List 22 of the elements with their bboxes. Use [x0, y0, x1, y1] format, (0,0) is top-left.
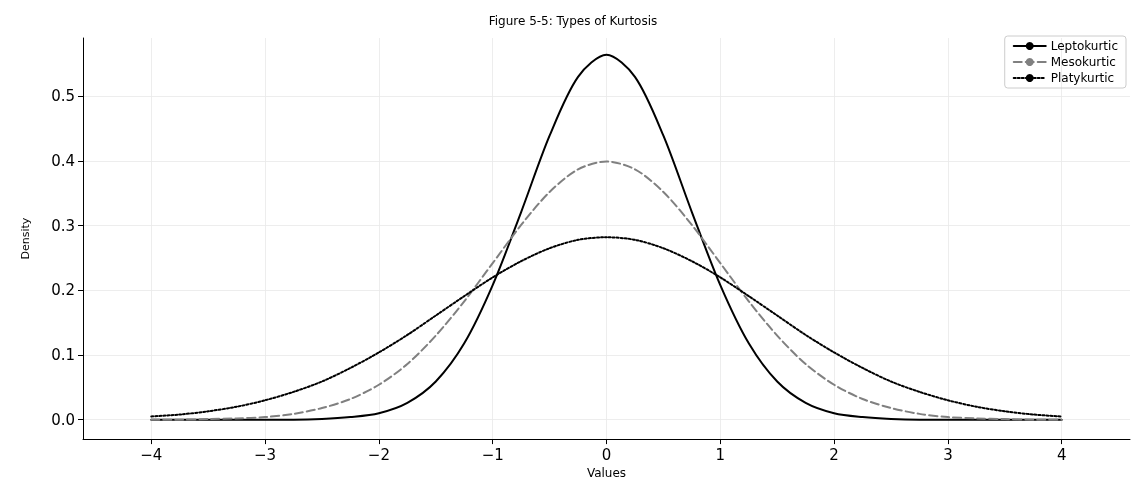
chart-title: Figure 5-5: Types of Kurtosis — [488, 14, 658, 28]
x-tick-label: 2 — [829, 445, 839, 464]
legend-label: Platykurtic — [1050, 71, 1115, 85]
legend-label: Mesokurtic — [1050, 55, 1116, 69]
x-tick-label: 0 — [601, 445, 612, 464]
x-tick-label: 4 — [1056, 445, 1067, 464]
x-tick-label: 1 — [715, 445, 726, 464]
y-tick-label: 0.5 — [51, 87, 75, 106]
x-tick-label: −1 — [481, 445, 504, 464]
x-tick-label: −2 — [367, 445, 390, 464]
y-tick-label: 0.2 — [51, 281, 75, 300]
y-tick-label: 0.3 — [51, 216, 75, 235]
x-tick-label: −3 — [254, 445, 277, 464]
y-tick-label: 0.4 — [51, 151, 75, 170]
y-tick-label: 0.0 — [51, 410, 75, 429]
x-tick-label: 3 — [943, 445, 953, 464]
x-axis-title: Values — [586, 466, 627, 480]
x-tick-label: −4 — [140, 445, 163, 464]
line-series — [150, 160, 1063, 421]
y-tick-label: 0.1 — [51, 346, 75, 364]
legend-label: Leptokurtic — [1050, 39, 1118, 53]
y-axis-title: Density — [19, 217, 32, 260]
